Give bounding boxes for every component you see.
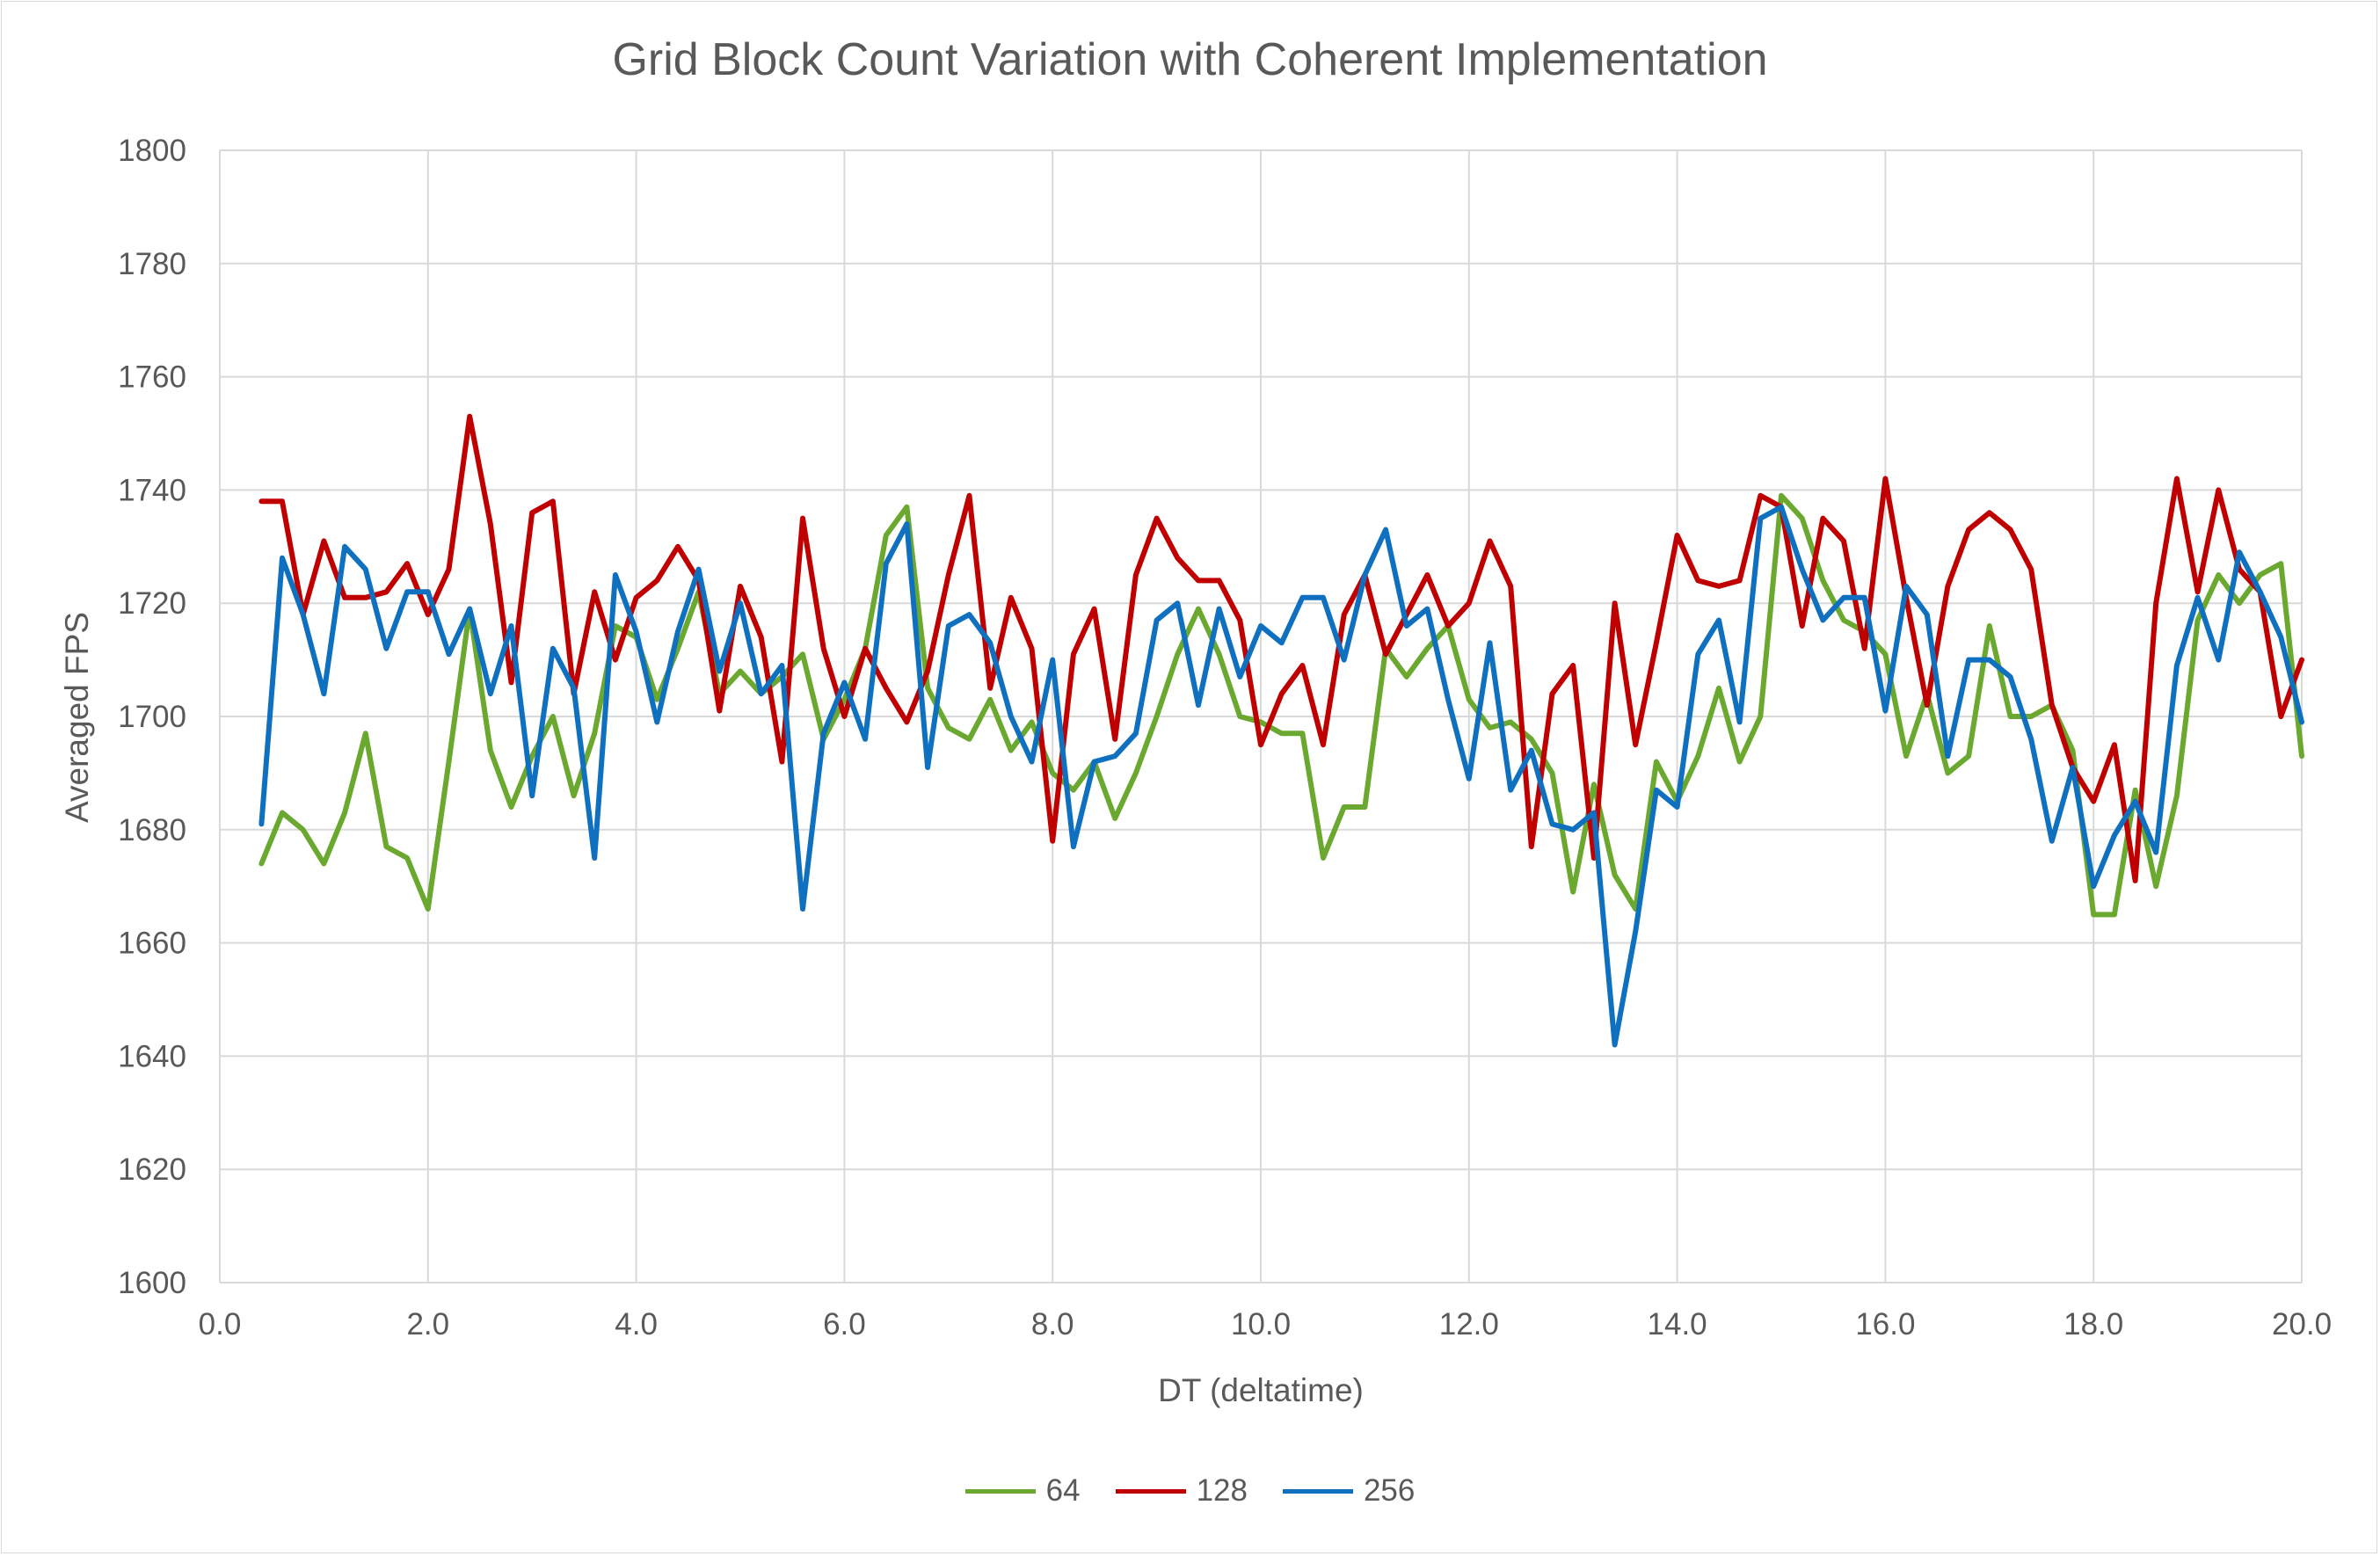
x-tick-label: 2.0: [406, 1307, 449, 1342]
legend-item-256: 256: [1282, 1473, 1416, 1509]
legend-item-64: 64: [964, 1473, 1081, 1509]
y-axis-title: Averaged FPS: [59, 612, 95, 823]
legend-label: 64: [1045, 1473, 1081, 1508]
series-line-256: [258, 504, 2304, 1048]
chart-title: Grid Block Count Variation with Coherent…: [612, 34, 1768, 85]
legend-swatch: [964, 1488, 1036, 1494]
x-tick-label: 18.0: [2063, 1307, 2123, 1342]
y-tick-label: 1680: [118, 813, 186, 847]
x-tick-label: 0.0: [199, 1307, 242, 1342]
legend: 64 128 256: [0, 1473, 2380, 1509]
x-tick-label: 6.0: [823, 1307, 866, 1342]
y-tick-label: 1800: [118, 134, 186, 168]
x-tick-label: 10.0: [1231, 1307, 1291, 1342]
y-tick-label: 1780: [118, 247, 186, 281]
gridlines: [219, 149, 2303, 1283]
series-line-128: [258, 413, 2304, 883]
y-tick-label: 1660: [118, 927, 186, 961]
y-tick-label: 1700: [118, 700, 186, 734]
legend-label: 128: [1196, 1473, 1248, 1508]
x-tick-label: 16.0: [1855, 1307, 1915, 1342]
x-axis-title: DT (deltatime): [1158, 1372, 1364, 1408]
y-tick-label: 1720: [118, 586, 186, 621]
y-axis-ticks: 1600 1620 1640 1660 1680 1700 1720 1740 1760 1780…: [118, 134, 186, 1300]
x-tick-label: 20.0: [2272, 1307, 2332, 1342]
x-tick-label: 14.0: [1648, 1307, 1707, 1342]
x-tick-label: 12.0: [1439, 1307, 1499, 1342]
x-tick-label: 8.0: [1031, 1307, 1074, 1342]
y-tick-label: 1620: [118, 1152, 186, 1187]
y-tick-label: 1740: [118, 473, 186, 507]
series-line-64: [258, 492, 2304, 918]
y-tick-label: 1760: [118, 360, 186, 395]
series-lines: [258, 413, 2304, 1048]
x-tick-label: 4.0: [615, 1307, 658, 1342]
y-tick-label: 1640: [118, 1039, 186, 1073]
legend-label: 256: [1363, 1473, 1416, 1508]
legend-swatch: [1282, 1488, 1353, 1494]
y-tick-label: 1600: [118, 1266, 186, 1300]
x-axis-ticks: 0.0 2.0 4.0 6.0 8.0 10.0 12.0 14.0 16.0 18.0 20.0: [199, 1307, 2332, 1342]
legend-item-128: 128: [1115, 1473, 1248, 1509]
legend-swatch: [1115, 1488, 1186, 1494]
